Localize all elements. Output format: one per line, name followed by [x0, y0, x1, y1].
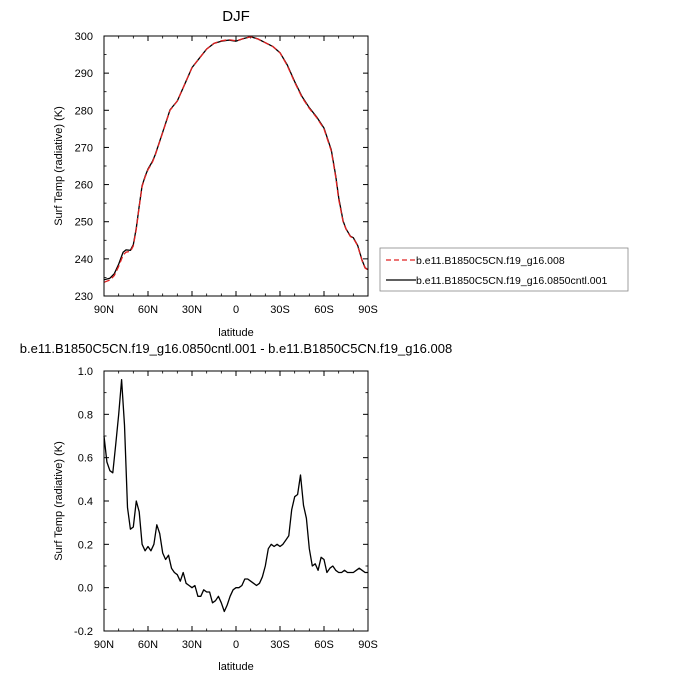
top-chart-title: DJF — [222, 8, 250, 25]
panel-top: DJF 90N 60N 30N 0 30S 60S 90S 230 240 250 260 270 28… — [53, 8, 629, 339]
top-series-line-2 — [103, 36, 369, 283]
panel-bottom: b.e11.B1850C5CN.f19_g16.0850cntl.001 - b… — [20, 341, 452, 673]
legend-label-series-2: b.e11.B1850C5CN.f19_g16.0850cntl.001 — [416, 275, 607, 287]
top-x-tick-label: 90N — [94, 304, 114, 316]
top-y-tick-label: 230 — [75, 291, 93, 303]
top-x-axis-label: latitude — [218, 327, 253, 339]
bottom-x-tick-label: 90N — [94, 639, 114, 651]
top-y-tick-label: 270 — [75, 142, 93, 154]
bottom-x-tick-label: 60S — [314, 639, 334, 651]
bottom-y-tick-label: 0.8 — [78, 409, 93, 421]
top-y-tick-label: 300 — [75, 31, 93, 43]
top-y-tick-label: 280 — [75, 105, 93, 117]
top-plot-frame — [103, 35, 369, 297]
legend-box — [379, 247, 629, 292]
bottom-y-tick-label: 0.6 — [78, 453, 93, 465]
bottom-x-tick-label: 30N — [182, 639, 202, 651]
top-series-line-1 — [103, 36, 369, 281]
bottom-x-tick-label: 30S — [270, 639, 290, 651]
top-x-tick-label: 0 — [233, 304, 239, 316]
legend-label-series-1: b.e11.B1850C5CN.f19_g16.008 — [416, 255, 565, 267]
bottom-y-tick-label: 0.2 — [78, 539, 93, 551]
bottom-x-axis-label: latitude — [218, 661, 253, 673]
bottom-y-tick-label: -0.2 — [74, 626, 93, 638]
bottom-x-tick-label: 60N — [138, 639, 158, 651]
bottom-chart-title: b.e11.B1850C5CN.f19_g16.0850cntl.001 - b… — [20, 341, 452, 356]
bottom-y-tick-label: 1.0 — [78, 366, 93, 378]
bottom-series-line-1 — [103, 379, 368, 613]
top-x-tick-label: 30S — [270, 304, 290, 316]
top-y-tick-label: 250 — [75, 217, 93, 229]
top-x-tick-label: 90S — [358, 304, 378, 316]
top-y-tick-label: 240 — [75, 254, 93, 266]
top-y-tick-label: 260 — [75, 180, 93, 192]
top-x-tick-label: 60N — [138, 304, 158, 316]
bottom-x-tick-label: 90S — [358, 639, 378, 651]
top-x-tick-label: 60S — [314, 304, 334, 316]
top-y-tick-label: 290 — [75, 68, 93, 80]
top-y-axis-label: Surf Temp (radiative) (K) — [53, 106, 65, 226]
bottom-y-tick-label: 0.0 — [78, 583, 93, 595]
bottom-x-tick-label: 0 — [233, 639, 239, 651]
top-x-tick-label: 30N — [182, 304, 202, 316]
legend: b.e11.B1850C5CN.f19_g16.008 b.e11.B1850C… — [379, 247, 629, 292]
bottom-y-tick-label: 0.4 — [78, 496, 93, 508]
bottom-y-axis-label: Surf Temp (radiative) (K) — [53, 441, 65, 561]
bottom-plot-frame — [103, 370, 369, 632]
